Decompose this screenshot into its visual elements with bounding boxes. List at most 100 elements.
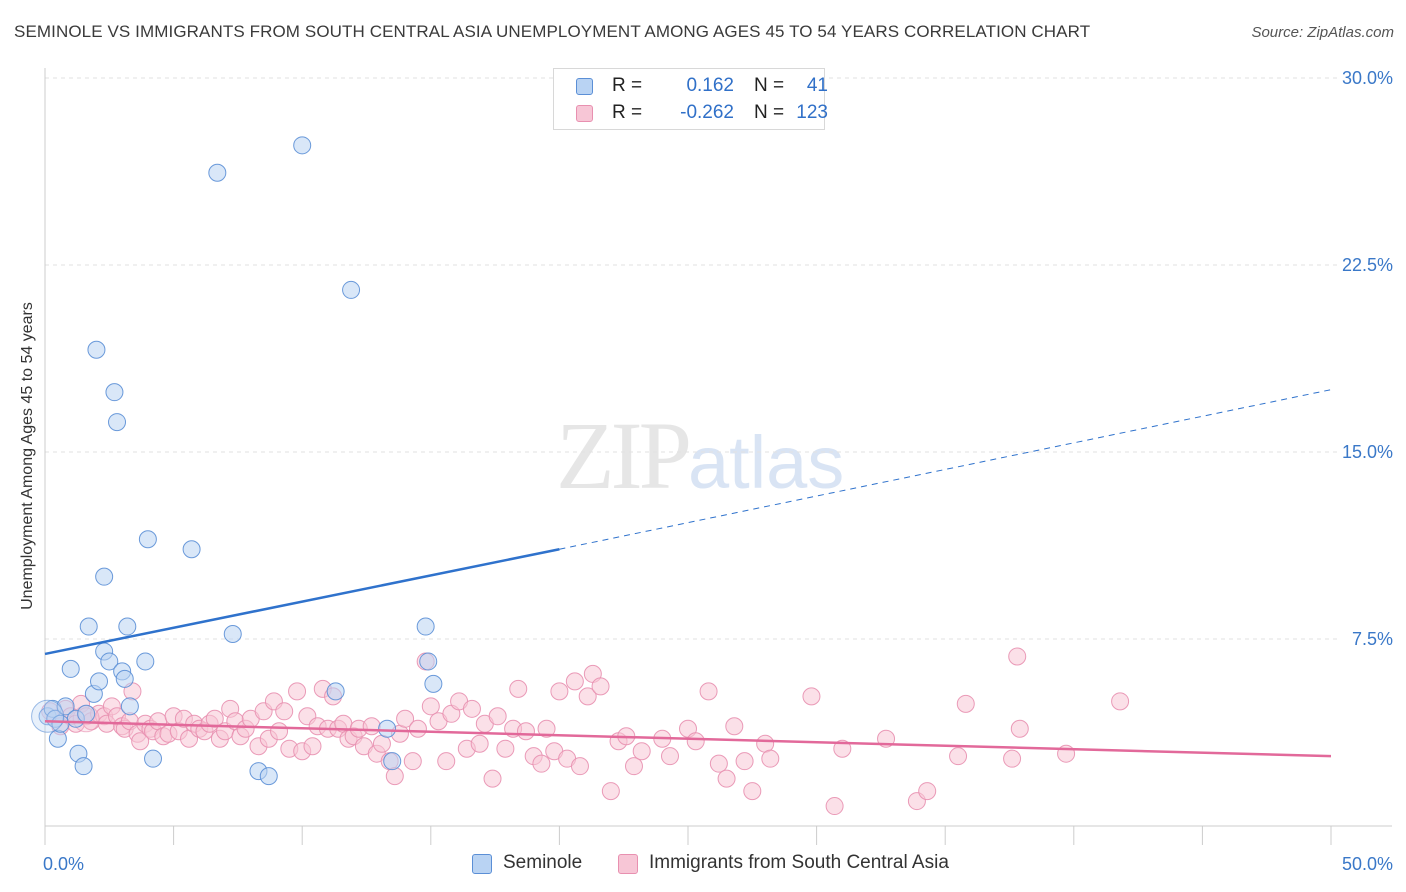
immigrants-point	[717, 769, 736, 788]
seminole-point	[259, 767, 278, 786]
legend-r-value: -0.262	[680, 102, 734, 123]
legend-swatch-seminole	[472, 854, 492, 874]
immigrants-point	[918, 782, 937, 801]
immigrants-point	[660, 747, 679, 766]
immigrants-point	[408, 719, 427, 738]
seminole-point	[74, 757, 93, 776]
immigrants-point	[537, 719, 556, 738]
seminole-point	[115, 669, 134, 688]
immigrants-point	[270, 722, 289, 741]
immigrants-point	[396, 709, 415, 728]
legend-label-seminole: Seminole	[503, 852, 583, 873]
seminole-point	[56, 697, 75, 716]
legend-r-label: R =	[612, 102, 643, 123]
source-label: Source: ZipAtlas.com	[1251, 24, 1394, 41]
y-tick-label: 7.5%	[1352, 629, 1393, 649]
immigrants-point	[421, 697, 440, 716]
immigrants-point	[550, 682, 569, 701]
seminole-point	[77, 704, 96, 723]
seminole-point	[293, 136, 312, 155]
immigrants-point	[709, 754, 728, 773]
immigrants-point	[288, 682, 307, 701]
seminole-point	[120, 697, 139, 716]
trend-lines	[44, 389, 1332, 758]
immigrants-point	[725, 717, 744, 736]
seminole-point	[144, 749, 163, 768]
tick-labels: 7.5% 15.0% 22.5% 30.0% 0.0% 50.0%	[43, 68, 1393, 874]
seminole-point	[383, 752, 402, 771]
seminole-point	[87, 340, 106, 359]
seminole-point	[182, 540, 201, 559]
immigrants-point	[362, 717, 381, 736]
seminole-point	[416, 617, 435, 636]
seminole-point	[90, 672, 109, 691]
seminole-point	[61, 659, 80, 678]
legend-n-label: N =	[754, 75, 785, 96]
immigrants-point	[756, 734, 775, 753]
seminole-point	[48, 729, 67, 748]
watermark: ZIPatlas	[556, 400, 844, 511]
immigrants-point	[488, 707, 507, 726]
immigrants-point	[761, 749, 780, 768]
seminole-point	[378, 719, 397, 738]
immigrants-point	[516, 722, 535, 741]
seminole-point	[79, 617, 98, 636]
chart-title: SEMINOLE VS IMMIGRANTS FROM SOUTH CENTRA…	[14, 22, 1091, 41]
x-tick-label: 0.0%	[43, 854, 84, 874]
immigrants-point	[509, 679, 528, 698]
immigrants-point	[601, 782, 620, 801]
axes	[44, 68, 1392, 845]
seminole-point	[208, 163, 227, 182]
immigrants-point	[483, 769, 502, 788]
immigrants-point	[956, 694, 975, 713]
seminole-point	[105, 383, 124, 402]
immigrants-point	[735, 752, 754, 771]
legend-swatch-immigrants	[576, 105, 593, 122]
seminole-point	[136, 652, 155, 671]
legend-swatch-seminole	[576, 78, 593, 95]
legend-r-value: 0.162	[686, 75, 734, 96]
x-tick-label: 50.0%	[1342, 854, 1393, 874]
seminole-trend-extension	[559, 389, 1332, 550]
immigrants-point	[131, 732, 150, 751]
immigrants-point	[462, 699, 481, 718]
immigrants-point	[802, 687, 821, 706]
immigrants-point	[496, 739, 515, 758]
seminole-point	[326, 682, 345, 701]
immigrants-point	[275, 702, 294, 721]
grid-lines	[45, 77, 1341, 640]
immigrants-trend-line	[44, 720, 1332, 758]
immigrants-point	[624, 757, 643, 776]
legend-label-immigrants: Immigrants from South Central Asia	[649, 852, 949, 873]
immigrants-point	[686, 732, 705, 751]
immigrants-point	[949, 747, 968, 766]
series-immigrants-points	[41, 647, 1130, 816]
series-seminole-points	[31, 136, 443, 786]
immigrants-point	[1008, 647, 1027, 666]
seminole-point-cluster	[31, 699, 65, 733]
y-tick-label: 22.5%	[1342, 255, 1393, 275]
immigrants-point	[565, 672, 584, 691]
legend-n-value: 41	[806, 75, 828, 96]
immigrants-point	[1111, 692, 1130, 711]
immigrants-point	[825, 797, 844, 816]
immigrants-point	[372, 734, 391, 753]
seminole-point	[95, 567, 114, 586]
legend-r-label: R =	[612, 75, 643, 96]
legend-stats: R = 0.162 N = 41 R = -0.262 N = 123	[553, 68, 828, 130]
immigrants-point	[437, 752, 456, 771]
watermark-atlas: atlas	[688, 421, 845, 504]
watermark-zip: ZIP	[556, 402, 692, 509]
immigrants-point	[743, 782, 762, 801]
seminole-point	[108, 413, 127, 432]
immigrants-point	[1003, 749, 1022, 768]
seminole-trend-line	[44, 548, 560, 656]
legend-swatch-immigrants	[618, 854, 638, 874]
immigrants-point	[303, 737, 322, 756]
y-tick-label: 15.0%	[1342, 442, 1393, 462]
seminole-point	[118, 617, 137, 636]
immigrants-point	[833, 739, 852, 758]
seminole-point	[424, 674, 443, 693]
seminole-point	[223, 625, 242, 644]
